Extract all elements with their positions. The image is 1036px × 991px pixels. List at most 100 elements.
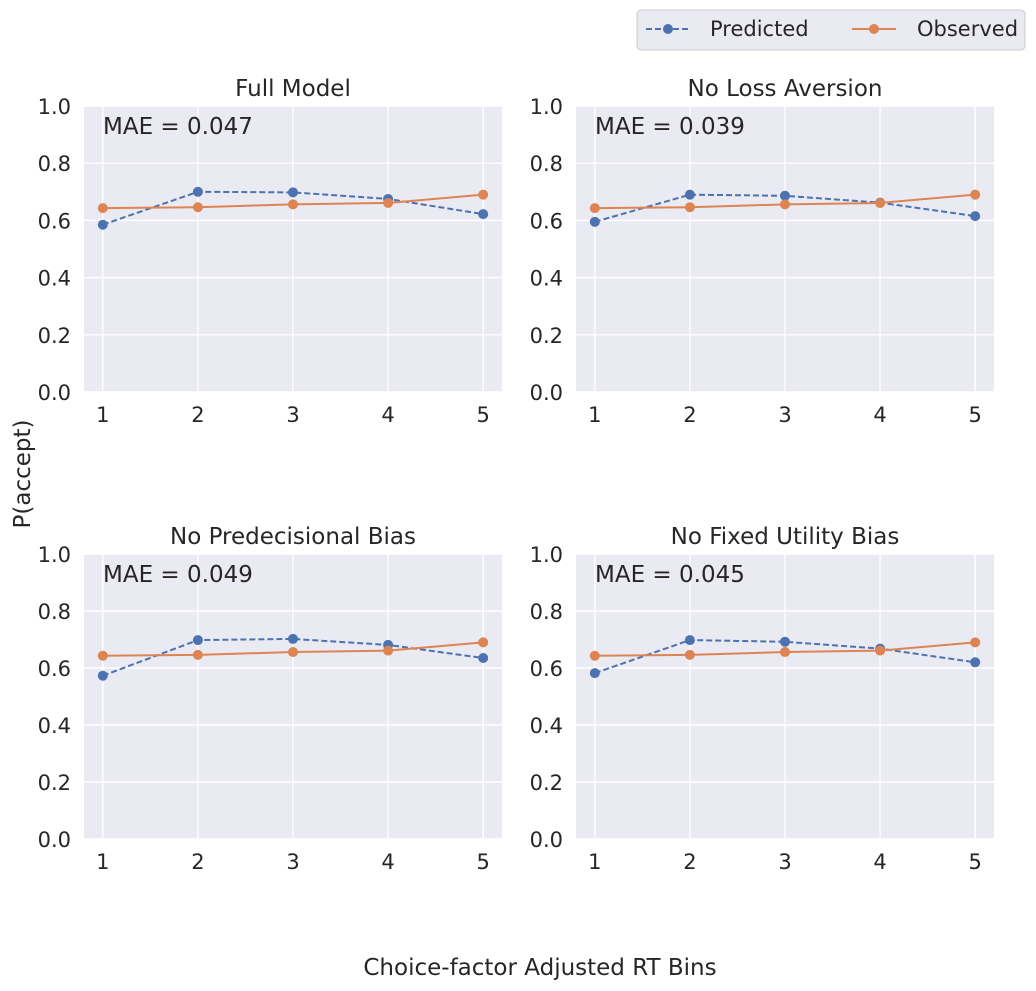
y-tick-label: 0.8 — [530, 600, 563, 624]
x-tick-label: 2 — [683, 403, 696, 427]
predicted-point — [192, 186, 203, 197]
x-tick-label: 3 — [778, 403, 791, 427]
subplot-title: No Fixed Utility Bias — [671, 524, 900, 550]
predicted-point — [97, 670, 108, 681]
predicted-point — [97, 219, 108, 230]
observed-point — [780, 647, 790, 658]
observed-point — [589, 203, 600, 214]
predicted-point — [478, 209, 489, 220]
mae-annotation: MAE = 0.039 — [595, 114, 745, 140]
y-tick-label: 0.0 — [38, 828, 71, 852]
observed-point — [684, 202, 695, 213]
predicted-series-line — [102, 637, 484, 677]
observed-point — [684, 649, 695, 660]
predicted-point — [970, 657, 981, 668]
y-tick-label: 0.2 — [38, 771, 71, 795]
y-tick-label: 0.6 — [38, 209, 71, 233]
x-tick-label: 5 — [477, 850, 490, 874]
y-tick-label: 0.6 — [530, 209, 563, 233]
x-tick-label: 1 — [96, 403, 109, 427]
x-tick-label: 4 — [873, 850, 886, 874]
observed-point — [478, 637, 489, 648]
mae-annotation: MAE = 0.049 — [103, 562, 253, 588]
x-tick-label: 1 — [96, 850, 109, 874]
observed-point — [97, 650, 108, 661]
legend-predicted-label: Predicted — [710, 17, 809, 41]
x-tick-label: 1 — [588, 850, 601, 874]
observed-point — [970, 637, 981, 648]
y-tick-label: 0.0 — [530, 381, 563, 405]
predicted-point — [288, 187, 298, 198]
observed-point — [970, 189, 981, 200]
predicted-point — [970, 211, 981, 222]
x-tick-label: 5 — [477, 403, 490, 427]
predicted-series-line — [102, 190, 484, 226]
predicted-point — [589, 216, 600, 227]
subplot-1: 0.0 0.2 0.4 0.6 0.8 1.0 1 2 3 4 5 Full Model MAE = 0… — [38, 76, 502, 427]
x-tick-label: 3 — [778, 850, 791, 874]
subplot-title: No Predecisional Bias — [170, 524, 416, 550]
y-tick-label: 0.4 — [38, 714, 71, 738]
subplot-title: No Loss Aversion — [688, 76, 883, 102]
y-tick-label: 0.4 — [530, 267, 563, 291]
observed-point — [288, 199, 298, 210]
y-tick-label: 1.0 — [530, 543, 563, 567]
subplot-4: 0.0 0.2 0.4 0.6 0.8 1.0 1 2 3 4 5 No Fixed Utility … — [530, 524, 994, 874]
legend: Predicted Observed — [636, 9, 1026, 51]
observed-point — [780, 199, 790, 210]
y-tick-label: 0.0 — [530, 828, 563, 852]
x-tick-label: 2 — [191, 403, 204, 427]
legend-observed-label: Observed — [917, 17, 1018, 41]
observed-point — [192, 202, 203, 213]
y-tick-label: 0.2 — [38, 324, 71, 348]
observed-point — [97, 203, 108, 214]
predicted-point — [478, 653, 489, 664]
y-tick-label: 0.4 — [530, 714, 563, 738]
y-tick-label: 0.6 — [530, 657, 563, 681]
x-tick-label: 3 — [286, 403, 299, 427]
y-tick-label: 0.0 — [38, 381, 71, 405]
observed-point — [383, 197, 394, 208]
y-tick-label: 0.2 — [530, 324, 563, 348]
x-tick-label: 4 — [873, 403, 886, 427]
x-tick-label: 2 — [683, 850, 696, 874]
observed-point — [192, 649, 203, 660]
subplots: 0.0 0.2 0.4 0.6 0.8 1.0 1 2 3 4 5 Full Model MAE = 0… — [38, 76, 994, 874]
x-tick-label: 4 — [381, 850, 394, 874]
observed-point — [875, 645, 886, 656]
x-tick-label: 5 — [969, 850, 982, 874]
y-tick-label: 1.0 — [530, 95, 563, 119]
x-tick-label: 4 — [381, 403, 394, 427]
predicted-point — [192, 635, 203, 646]
x-tick-label: 3 — [286, 850, 299, 874]
mae-annotation: MAE = 0.045 — [595, 562, 745, 588]
predicted-point — [589, 668, 600, 679]
mae-annotation: MAE = 0.047 — [103, 114, 253, 140]
y-tick-label: 0.8 — [38, 600, 71, 624]
y-tick-label: 0.8 — [530, 152, 563, 176]
legend-predicted-marker — [663, 24, 673, 34]
x-tick-label: 2 — [191, 850, 204, 874]
y-tick-label: 0.2 — [530, 771, 563, 795]
x-tick-label: 5 — [969, 403, 982, 427]
figure-ylabel: P(accept) — [10, 420, 36, 529]
predicted-point — [288, 633, 298, 644]
y-tick-label: 0.4 — [38, 267, 71, 291]
predicted-series-line — [594, 639, 976, 675]
predicted-point — [780, 636, 790, 647]
subplot-title: Full Model — [235, 76, 351, 102]
subplot-2: 0.0 0.2 0.4 0.6 0.8 1.0 1 2 3 4 5 No Loss Aversion M… — [530, 76, 994, 427]
legend-box — [636, 9, 1026, 51]
legend-observed-marker — [869, 24, 879, 34]
predicted-point — [684, 189, 695, 200]
figure-xlabel: Choice-factor Adjusted RT Bins — [363, 955, 716, 981]
subplot-3: 0.0 0.2 0.4 0.6 0.8 1.0 1 2 3 4 5 No Predecisional … — [38, 524, 502, 874]
y-tick-label: 0.8 — [38, 152, 71, 176]
observed-point — [875, 197, 886, 208]
y-tick-label: 0.6 — [38, 657, 71, 681]
observed-point — [288, 647, 298, 658]
y-tick-label: 1.0 — [38, 95, 71, 119]
observed-point — [383, 645, 394, 656]
observed-point — [589, 650, 600, 661]
